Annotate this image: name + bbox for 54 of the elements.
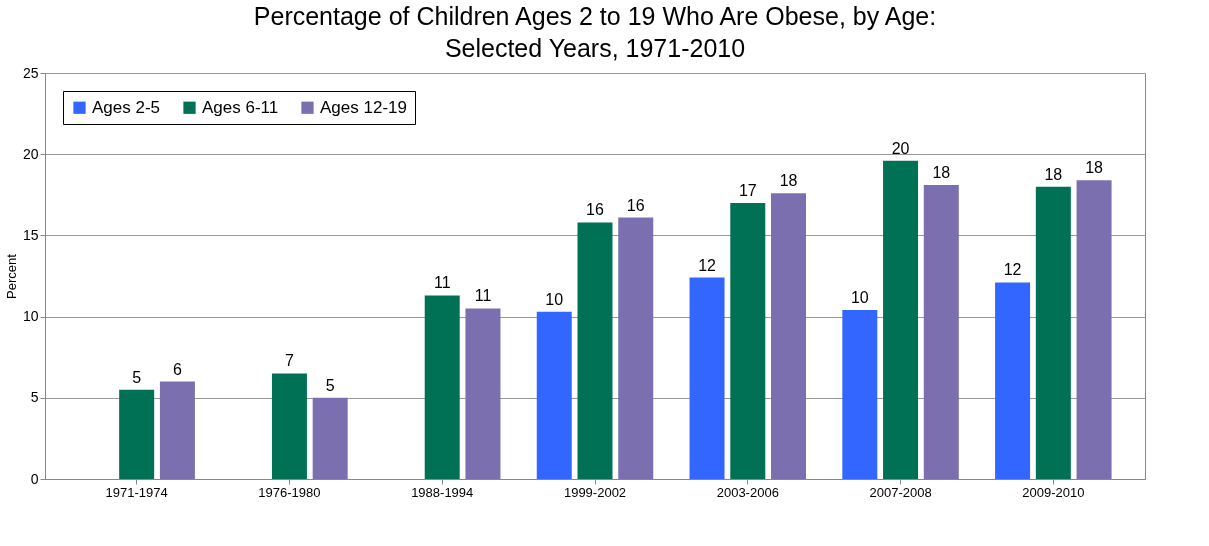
data-label: 10	[545, 290, 564, 308]
y-tick-label: 25	[22, 64, 39, 81]
bar	[730, 202, 766, 479]
bar	[923, 185, 959, 479]
x-tick-label: 1999-2002	[563, 484, 627, 500]
data-label: 10	[850, 289, 869, 307]
chart-title: Percentage of Children Ages 2 to 19 Who Are Obese, by Age: Selected Years, 1971-2010	[253, 2, 937, 62]
bar	[159, 381, 195, 479]
y-tick-label: 20	[22, 145, 39, 162]
bar	[842, 310, 878, 479]
bar	[536, 311, 572, 479]
data-label: 11	[433, 274, 451, 292]
data-label: 18	[1085, 159, 1104, 177]
data-label: 7	[284, 352, 294, 370]
y-tick-label: 10	[22, 308, 39, 325]
bar	[312, 397, 348, 479]
bar	[577, 222, 613, 479]
x-tick-label: 2003-2006	[716, 484, 779, 500]
x-tick-label: 1988-1994	[411, 484, 474, 500]
data-label: 5	[132, 368, 142, 386]
x-tick-label: 1976-1980	[258, 484, 321, 500]
bar	[1035, 186, 1071, 479]
legend-label: Ages 2-5	[92, 97, 161, 117]
bar	[689, 277, 725, 479]
y-tick-label: 0	[30, 470, 39, 487]
y-tick-label: 5	[30, 389, 39, 406]
x-tick-label: 2009-2010	[1022, 484, 1085, 500]
data-label: 18	[779, 172, 798, 190]
bar	[119, 389, 155, 479]
data-label: 17	[738, 181, 757, 199]
bar	[271, 373, 307, 479]
bar	[1076, 180, 1112, 479]
data-label: 11	[474, 287, 492, 305]
data-label: 6	[172, 360, 182, 378]
data-label: 5	[325, 376, 335, 394]
x-tick-label: 1971-1974	[105, 484, 168, 500]
legend-label: Ages 12-19	[320, 97, 407, 117]
data-label: 12	[698, 256, 717, 274]
bar	[465, 308, 501, 479]
legend-label: Ages 6-11	[202, 97, 279, 117]
data-label: 12	[1003, 261, 1022, 279]
bar	[771, 193, 807, 479]
bar	[618, 217, 654, 479]
bar	[883, 160, 919, 479]
data-label: 18	[932, 164, 951, 182]
y-tick-label: 15	[22, 226, 39, 243]
data-label: 18	[1044, 165, 1063, 183]
data-label: 20	[891, 139, 910, 157]
bar	[995, 282, 1031, 479]
x-tick-label: 2007-2008	[869, 484, 932, 500]
data-label: 16	[626, 196, 645, 214]
bar	[424, 295, 460, 479]
data-label: 16	[586, 201, 604, 219]
y-axis-title: Percent	[3, 253, 19, 299]
